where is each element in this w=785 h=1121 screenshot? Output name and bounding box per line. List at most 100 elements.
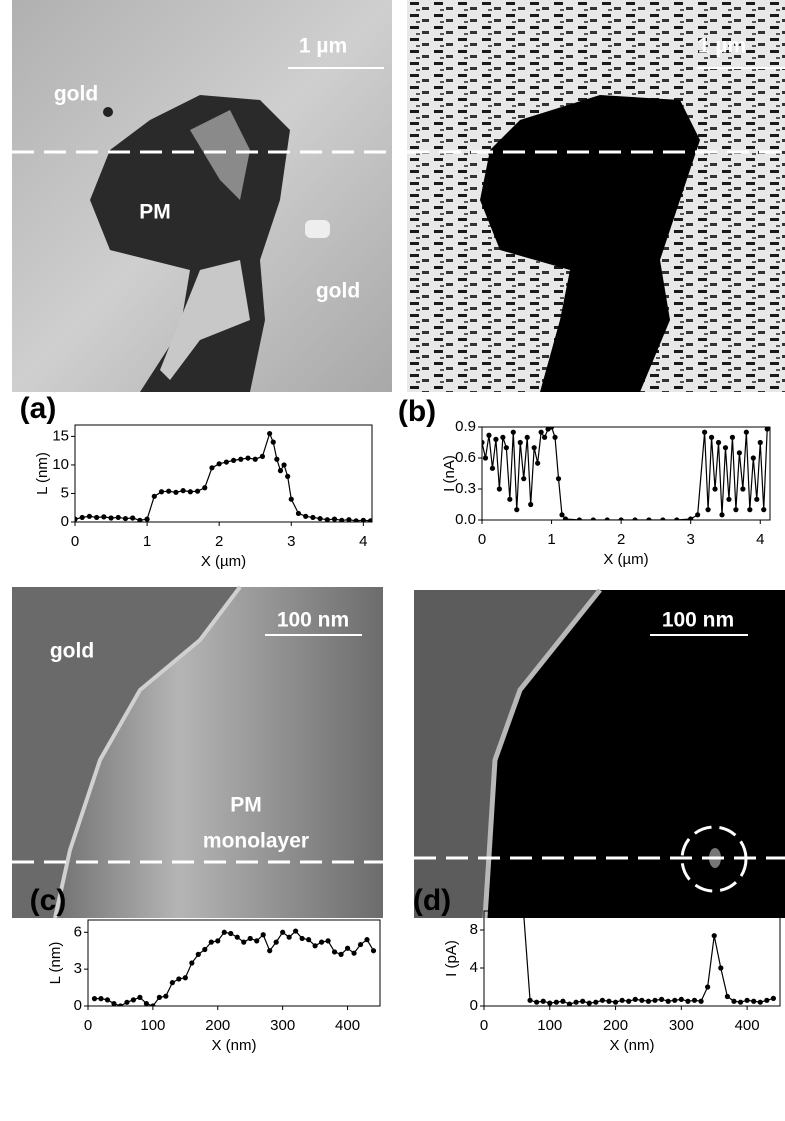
data-point (605, 517, 610, 522)
data-point (310, 515, 315, 520)
data-point (490, 466, 495, 471)
data-point (633, 997, 638, 1002)
y-tick-label: 0.0 (455, 511, 476, 528)
data-point (593, 1000, 598, 1005)
data-point (731, 999, 736, 1004)
data-point (718, 965, 723, 970)
plot-frame (88, 920, 380, 1006)
x-tick-label: 100 (537, 1017, 562, 1034)
figure: 1 µm gold PM gold 1 µm 100 nm gold PM mo… (0, 0, 785, 1116)
data-point (101, 514, 106, 519)
data-point (723, 445, 728, 450)
data-point (674, 517, 679, 522)
data-point (705, 507, 710, 512)
data-point (289, 497, 294, 502)
data-point (274, 940, 279, 945)
x-tick-label: 3 (687, 531, 695, 548)
data-point (613, 1000, 618, 1005)
data-point (157, 995, 162, 1000)
data-point (483, 455, 488, 460)
data-point (183, 975, 188, 980)
data-point (507, 497, 512, 502)
data-point (744, 430, 749, 435)
data-point (163, 994, 168, 999)
data-point (152, 494, 157, 499)
afm-topography-image: 1 µm gold PM gold (12, 0, 392, 392)
data-point (698, 999, 703, 1004)
data-point (338, 952, 343, 957)
data-point (176, 976, 181, 981)
image-label: PM (230, 794, 262, 817)
data-point (554, 1000, 559, 1005)
data-point (587, 1001, 592, 1006)
data-point (209, 940, 214, 945)
data-point (559, 512, 564, 517)
plot-frame (484, 911, 780, 1006)
data-point (497, 486, 502, 491)
data-point (293, 928, 298, 933)
data-point (725, 994, 730, 999)
data-point (659, 997, 664, 1002)
data-point (666, 999, 671, 1004)
data-point (549, 424, 554, 429)
data-point (253, 457, 258, 462)
data-point (345, 946, 350, 951)
data-point (189, 960, 194, 965)
data-point (730, 435, 735, 440)
data-point (166, 489, 171, 494)
x-tick-label: 400 (735, 1017, 760, 1034)
data-point (144, 517, 149, 522)
data-point (332, 949, 337, 954)
data-point (535, 461, 540, 466)
image-label: gold (316, 280, 360, 303)
data-point (758, 1000, 763, 1005)
data-point (354, 518, 359, 523)
data-point (719, 512, 724, 517)
y-tick-label: 0.9 (455, 418, 476, 435)
data-point (195, 489, 200, 494)
x-tick-label: 4 (756, 531, 764, 548)
y-tick-label: 0 (61, 513, 69, 530)
current-image: 1 µm (407, 0, 785, 392)
data-point (118, 1003, 123, 1008)
data-point (87, 514, 92, 519)
data-point (116, 515, 121, 520)
data-point (94, 515, 99, 520)
data-point (351, 951, 356, 956)
y-axis-title: I (pA) (443, 940, 460, 977)
x-axis-title: X (µm) (603, 551, 648, 568)
data-point (241, 940, 246, 945)
data-line (75, 434, 371, 521)
data-point (287, 935, 292, 940)
data-point (278, 468, 283, 473)
data-point (130, 515, 135, 520)
data-point (248, 936, 253, 941)
data-point (712, 933, 717, 938)
x-tick-label: 100 (140, 1017, 165, 1034)
data-point (521, 476, 526, 481)
data-point (747, 507, 752, 512)
y-tick-label: 0.3 (455, 480, 476, 497)
data-point (716, 440, 721, 445)
x-tick-label: 1 (143, 533, 151, 550)
x-tick-label: 400 (335, 1017, 360, 1034)
data-point (577, 517, 582, 522)
scale-label: 100 nm (662, 609, 734, 632)
data-point (542, 435, 547, 440)
data-point (267, 948, 272, 953)
data-point (764, 998, 769, 1003)
data-point (325, 517, 330, 522)
data-point (560, 999, 565, 1004)
data-point (296, 511, 301, 516)
data-point (632, 517, 637, 522)
data-point (758, 440, 763, 445)
data-point (737, 450, 742, 455)
panel-label: (b) (398, 395, 436, 428)
data-point (306, 937, 311, 942)
data-point (224, 459, 229, 464)
data-point (332, 517, 337, 522)
data-point (358, 942, 363, 947)
panel-label: (c) (30, 884, 67, 917)
plot-frame (75, 425, 372, 522)
data-point (80, 515, 85, 520)
